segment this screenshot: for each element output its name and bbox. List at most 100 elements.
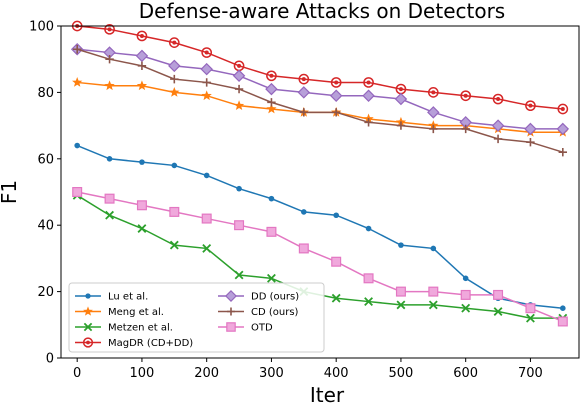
data-point (200, 62, 213, 76)
data-point (171, 162, 178, 169)
data-point (394, 92, 408, 106)
series-line (77, 25, 563, 110)
legend-item: DD (ours) (218, 290, 299, 303)
series-3 (71, 20, 569, 115)
legend-label: Meng et al. (108, 307, 164, 318)
series-line (76, 144, 563, 309)
data-point (169, 206, 180, 217)
marker-ring (201, 47, 213, 58)
data-point (427, 87, 439, 98)
series-6 (72, 187, 568, 327)
y-tick-label: 0 (46, 352, 54, 367)
data-point (427, 106, 440, 119)
data-point (201, 47, 213, 58)
x-tick-label: 200 (194, 366, 219, 381)
legend-label: CD (ours) (251, 307, 299, 318)
marker-dot (431, 90, 436, 95)
data-point (461, 124, 470, 134)
data-point (168, 59, 181, 73)
legend-box (68, 282, 325, 353)
legend-label: DD (ours) (251, 292, 299, 303)
x-tick-label: 300 (259, 366, 284, 381)
marker-dot (398, 87, 403, 92)
data-point (72, 77, 83, 87)
marker-ring (363, 77, 374, 88)
data-point (461, 303, 471, 313)
data-point (233, 100, 245, 111)
legend-marker (83, 322, 93, 332)
marker-dot (269, 73, 274, 78)
marker-ring (460, 90, 472, 102)
data-point (395, 286, 406, 297)
data-point (137, 61, 147, 71)
marker-dot (528, 103, 533, 108)
legend-marker (82, 337, 94, 348)
data-point (74, 142, 80, 149)
data-point (429, 124, 438, 134)
data-point (135, 49, 149, 63)
y-tick-label: 40 (37, 219, 54, 234)
data-point (105, 210, 114, 220)
legend-label: Lu et al. (108, 292, 148, 303)
data-point (297, 86, 311, 99)
marker-ring (492, 93, 504, 105)
marker-dot (496, 97, 501, 102)
marker-ring (330, 77, 342, 88)
marker-dot (334, 80, 339, 85)
marker-ring (168, 37, 180, 48)
marker-dot (204, 50, 209, 55)
series-1 (72, 77, 568, 137)
data-point (137, 224, 147, 233)
data-point (105, 55, 114, 64)
data-point (265, 82, 278, 96)
data-point (203, 172, 210, 179)
data-point (169, 240, 179, 250)
data-point (169, 87, 180, 97)
data-point (202, 78, 211, 87)
x-tick-label: 600 (453, 366, 478, 381)
x-axis-label: Iter (310, 383, 345, 407)
marker-ring (525, 100, 536, 112)
data-point (331, 256, 342, 267)
data-point (233, 60, 245, 72)
marker-dot (237, 63, 242, 68)
data-point (398, 242, 404, 248)
data-point (298, 73, 310, 85)
data-point (136, 200, 147, 211)
data-point (268, 195, 275, 202)
data-point (493, 289, 504, 300)
data-point (301, 209, 307, 215)
y-tick-label: 60 (37, 152, 54, 167)
data-point (104, 23, 115, 35)
marker-dot (139, 33, 144, 38)
x-tick-label: 500 (389, 366, 414, 381)
data-point (266, 70, 277, 82)
series-line (77, 191, 564, 323)
data-point (524, 122, 537, 136)
data-point (330, 77, 342, 88)
legend-marker (83, 306, 93, 316)
marker-ring (82, 337, 94, 348)
legend-label: OTD (251, 323, 273, 334)
legend-item: MagDR (CD+DD) (75, 337, 193, 349)
data-point (526, 138, 535, 147)
data-point (460, 90, 472, 102)
data-point (236, 185, 242, 192)
data-point (558, 147, 568, 157)
axis-ticks: 0 100 200 300 400 500 600 700 0 20 40 60 80 100 (29, 20, 543, 382)
data-point (525, 303, 536, 314)
x-tick-label: 700 (518, 366, 543, 381)
plot-area (70, 20, 570, 327)
legend-marker (225, 290, 237, 302)
data-point (556, 122, 570, 136)
marker-dot (463, 93, 468, 98)
data-point (364, 118, 373, 127)
data-point (365, 225, 372, 232)
data-point (267, 273, 276, 283)
data-point (557, 103, 569, 115)
data-point (234, 270, 244, 280)
x-tick-label: 100 (130, 366, 155, 381)
legend-item: Metzen et al. (75, 323, 173, 334)
marker-ring (298, 73, 310, 85)
